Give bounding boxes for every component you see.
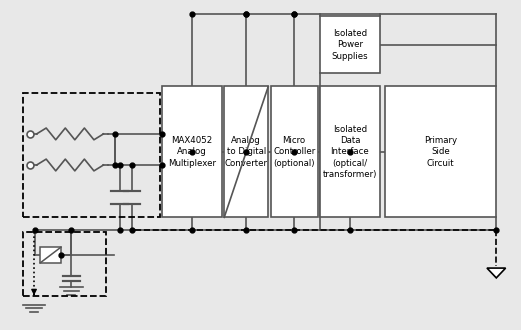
- Text: Micro
Controller
(optional): Micro Controller (optional): [273, 136, 315, 168]
- Bar: [320, 16, 380, 73]
- Bar: [224, 86, 268, 217]
- Bar: [23, 232, 106, 296]
- Bar: [23, 93, 160, 217]
- Bar: [162, 86, 221, 217]
- Text: Isolated
Data
Interface
(optical/
transformer): Isolated Data Interface (optical/ transf…: [322, 124, 377, 179]
- Bar: [40, 247, 61, 263]
- Text: Analog
to Digital
Converter: Analog to Digital Converter: [225, 136, 268, 168]
- Text: MAX4052
Analog
Multiplexer: MAX4052 Analog Multiplexer: [168, 136, 216, 168]
- Text: Primary
Side
Circuit: Primary Side Circuit: [424, 136, 457, 168]
- Bar: [271, 86, 317, 217]
- Bar: [385, 86, 497, 217]
- Bar: [320, 86, 380, 217]
- Text: Isolated
Power
Supplies: Isolated Power Supplies: [331, 29, 368, 61]
- Polygon shape: [487, 268, 505, 278]
